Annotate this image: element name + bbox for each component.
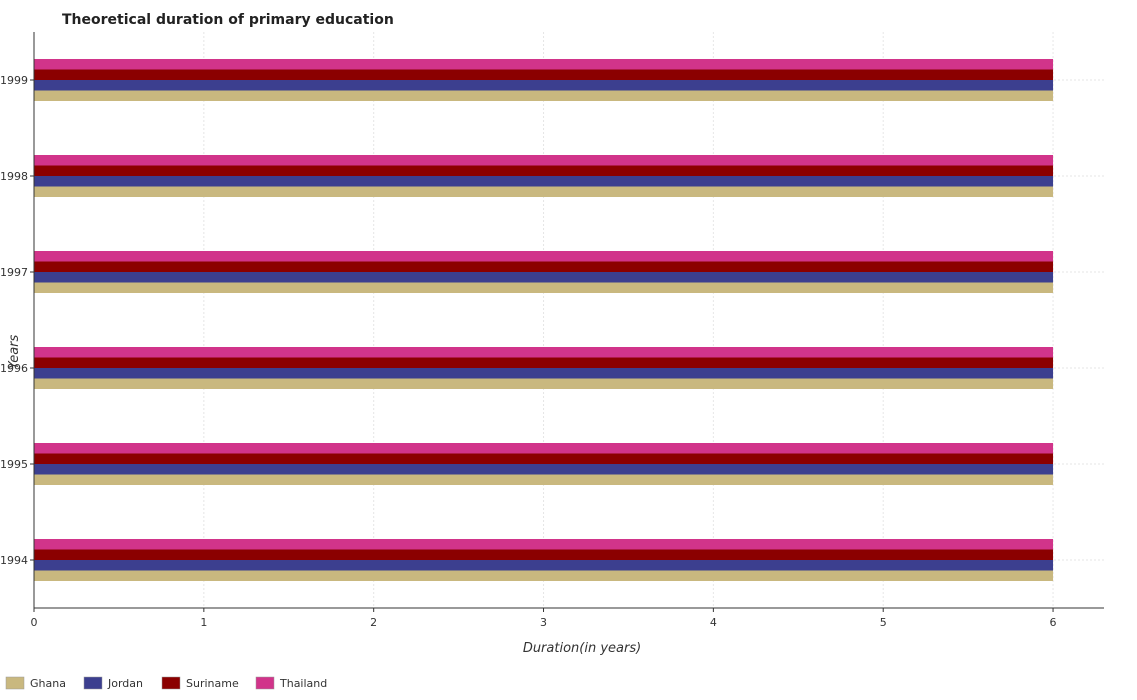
y-axis-ticks: 1994 1995 1996 1997 1998 1999 xyxy=(0,74,34,567)
x-tick-label: 0 xyxy=(31,616,38,629)
plot-background xyxy=(34,32,1104,608)
plot-area xyxy=(33,32,1104,609)
bar-suriname-1994 xyxy=(34,549,1054,560)
y-tick-label: 1996 xyxy=(0,362,28,375)
x-axis-ticks: 0 1 2 3 4 5 6 xyxy=(31,608,1057,629)
legend: Ghana Jordan Suriname Thailand xyxy=(5,676,327,690)
bar-ghana-1996 xyxy=(34,378,1054,389)
bar-jordan-1994 xyxy=(34,560,1054,571)
x-tick-label: 5 xyxy=(880,616,887,629)
y-axis-label: Years xyxy=(7,334,22,369)
bar-thailand-1999 xyxy=(34,59,1054,70)
legend-label-thailand: Thailand xyxy=(279,677,327,690)
bar-ghana-1999 xyxy=(34,90,1054,101)
bar-ghana-1995 xyxy=(34,474,1054,485)
bar-thailand-1998 xyxy=(34,155,1054,166)
bar-thailand-1995 xyxy=(34,443,1054,454)
y-tick-label: 1999 xyxy=(0,74,28,87)
x-axis-label: Duration(in years) xyxy=(523,641,641,656)
bar-thailand-1994 xyxy=(34,539,1054,550)
bar-ghana-1998 xyxy=(34,186,1054,197)
x-tick-label: 1 xyxy=(200,616,207,629)
bar-suriname-1997 xyxy=(34,261,1054,272)
legend-swatch-thailand xyxy=(255,676,275,690)
bar-suriname-1999 xyxy=(34,69,1054,80)
chart-title: Theoretical duration of primary educatio… xyxy=(62,12,394,28)
bar-thailand-1996 xyxy=(34,347,1054,358)
y-tick-label: 1994 xyxy=(0,554,28,567)
legend-swatch-ghana xyxy=(5,676,25,690)
bar-jordan-1996 xyxy=(34,368,1054,379)
y-tick-label: 1995 xyxy=(0,458,28,471)
bar-suriname-1995 xyxy=(34,453,1054,464)
x-tick-label: 6 xyxy=(1050,616,1057,629)
legend-label-ghana: Ghana xyxy=(30,677,66,690)
bar-suriname-1998 xyxy=(34,165,1054,176)
y-tick-label: 1998 xyxy=(0,170,28,183)
bar-ghana-1997 xyxy=(34,282,1054,293)
legend-swatch-suriname xyxy=(161,676,181,690)
bar-jordan-1995 xyxy=(34,464,1054,475)
legend-label-jordan: Jordan xyxy=(107,677,143,690)
bar-jordan-1999 xyxy=(34,80,1054,91)
y-tick-label: 1997 xyxy=(0,266,28,279)
x-tick-label: 4 xyxy=(710,616,717,629)
legend-label-suriname: Suriname xyxy=(186,677,239,690)
x-tick-label: 3 xyxy=(540,616,547,629)
x-tick-label: 2 xyxy=(370,616,377,629)
bar-jordan-1998 xyxy=(34,176,1054,187)
bar-jordan-1997 xyxy=(34,272,1054,283)
bar-suriname-1996 xyxy=(34,357,1054,368)
bar-thailand-1997 xyxy=(34,251,1054,262)
bar-ghana-1994 xyxy=(34,570,1054,581)
legend-swatch-jordan xyxy=(83,676,103,690)
